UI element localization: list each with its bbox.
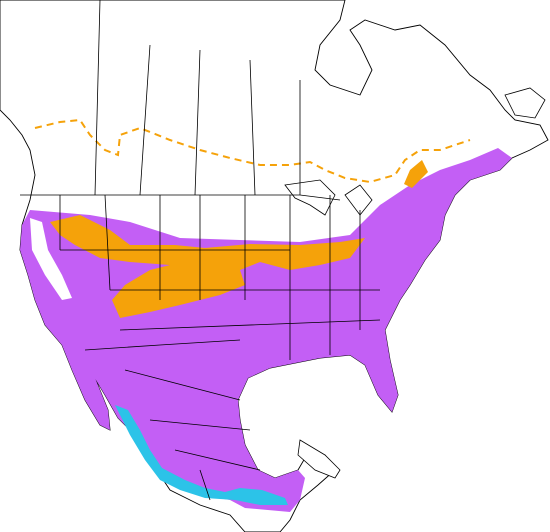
island <box>297 439 341 479</box>
range-winter <box>115 405 288 505</box>
lake <box>284 179 373 216</box>
range-limit <box>34 118 471 184</box>
range-year-round <box>20 148 512 512</box>
range-gap <box>30 218 72 300</box>
border <box>20 0 381 501</box>
range-breeding <box>404 160 428 188</box>
island <box>504 87 546 119</box>
range-breeding <box>50 215 365 318</box>
